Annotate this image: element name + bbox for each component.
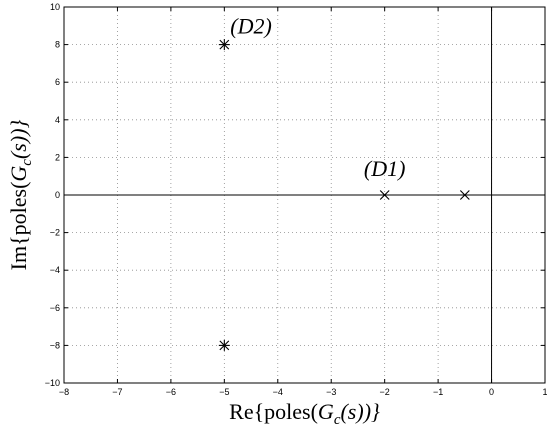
annotation-label: (D1) bbox=[364, 156, 406, 181]
annotations: (D1) (D2) bbox=[230, 13, 405, 181]
x-tick-label: −8 bbox=[59, 387, 69, 397]
x-tick-labels: −8 −7 −6 −5 −4 −3 −2 −1 0 1 bbox=[59, 7, 547, 397]
x-tick-label: −6 bbox=[166, 387, 176, 397]
y-tick-label: 4 bbox=[55, 115, 60, 125]
y-tick-label: −8 bbox=[50, 340, 60, 350]
y-tick-label: 6 bbox=[55, 77, 60, 87]
y-tick-label: −6 bbox=[50, 303, 60, 313]
x-tick-label: −7 bbox=[112, 387, 122, 397]
y-tick-label: −10 bbox=[45, 378, 60, 388]
asterisk-marker bbox=[218, 339, 230, 351]
y-axis-label: Im{poles(Gc(s))} bbox=[6, 119, 35, 270]
x-tick-label: 0 bbox=[489, 387, 494, 397]
x-marker bbox=[379, 190, 390, 200]
x-tick-label: −3 bbox=[326, 387, 336, 397]
x-tick-label: −4 bbox=[273, 387, 283, 397]
y-tick-labels: −10 −8 −6 −4 −2 0 2 4 6 8 10 bbox=[45, 2, 545, 388]
x-tick-label: −2 bbox=[380, 387, 390, 397]
annotation-label: (D2) bbox=[230, 13, 272, 38]
asterisk-marker bbox=[218, 39, 230, 51]
y-tick-label: −2 bbox=[50, 228, 60, 238]
x-axis-label: Re{poles(Gc(s))} bbox=[229, 399, 380, 428]
reference-lines bbox=[64, 7, 545, 383]
y-tick-label: 0 bbox=[55, 190, 60, 200]
x-tick-label: −5 bbox=[219, 387, 229, 397]
x-marker bbox=[459, 190, 470, 200]
y-tick-label: 10 bbox=[50, 2, 60, 12]
y-tick-label: 8 bbox=[55, 40, 60, 50]
data-markers bbox=[218, 39, 470, 351]
y-tick-label: 2 bbox=[55, 152, 60, 162]
y-tick-label: −4 bbox=[50, 265, 60, 275]
x-tick-label: 1 bbox=[542, 387, 547, 397]
x-tick-label: −1 bbox=[433, 387, 443, 397]
